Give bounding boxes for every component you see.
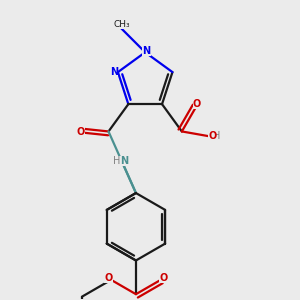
Text: N: N	[142, 46, 151, 56]
Text: O: O	[76, 127, 85, 137]
Text: O: O	[193, 99, 201, 109]
Text: O: O	[104, 273, 113, 283]
Text: O: O	[159, 273, 167, 283]
Text: N: N	[110, 67, 118, 77]
Text: O: O	[208, 131, 217, 141]
Text: H: H	[113, 156, 120, 166]
Text: H: H	[214, 131, 221, 141]
Text: CH₃: CH₃	[113, 20, 130, 29]
Text: N: N	[120, 156, 128, 166]
